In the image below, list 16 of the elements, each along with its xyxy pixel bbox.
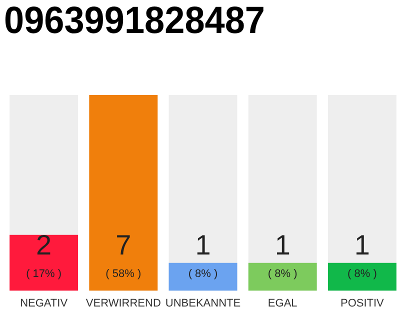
annotation: ( 8% ) — [188, 268, 218, 280]
x-tick-label: UNBEKANNTE — [165, 297, 241, 310]
data-label: 1 — [195, 230, 211, 261]
chart-title: 0963991828487 — [4, 0, 266, 43]
x-tick-label: VERWIRREND — [86, 297, 161, 310]
x-tick-label: EGAL — [268, 297, 298, 310]
data-label: 2 — [36, 230, 52, 261]
x-tick-label: NEGATIV — [20, 297, 68, 310]
annotation: ( 17% ) — [26, 268, 62, 280]
annotation: ( 8% ) — [348, 268, 377, 280]
annotation: ( 58% ) — [106, 268, 142, 280]
data-label: 1 — [354, 230, 370, 261]
data-label: 1 — [274, 230, 290, 261]
annotation: ( 8% ) — [268, 268, 298, 280]
data-label: 7 — [116, 230, 132, 261]
x-tick-label: POSITIV — [340, 297, 385, 310]
